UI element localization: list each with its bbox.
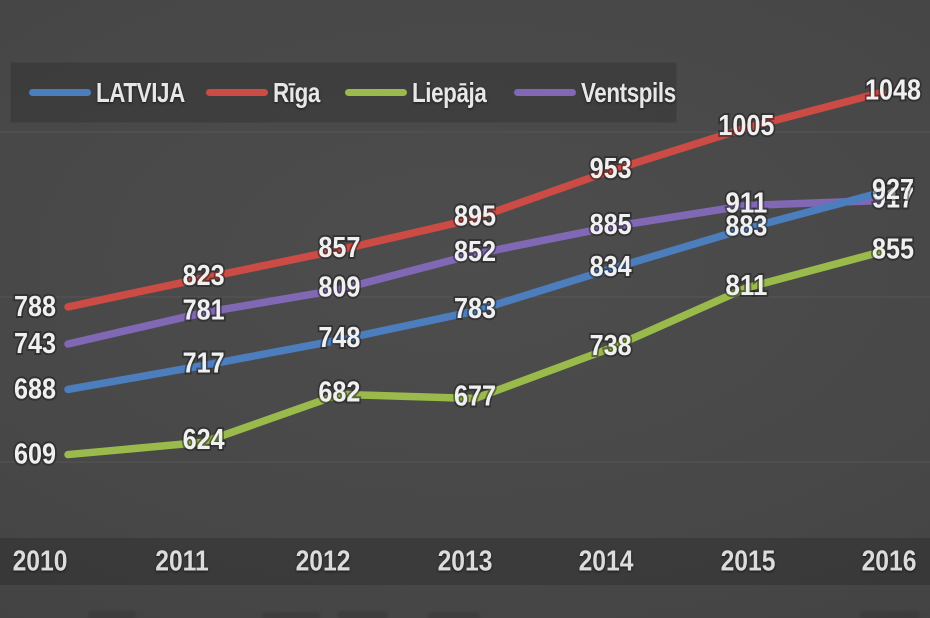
bottom-artifact [860,611,920,618]
data-labels-rīga: 788 823 857 895 953 1005 1048 [12,72,923,324]
data-label-rīga-2015: 1005 [718,110,774,142]
legend-label-latvija: LATVIJA [96,76,185,108]
data-labels-ventspils: 743 781 809 852 885 911 917 [12,180,916,362]
data-label-liepāja-2016: 855 [872,234,914,266]
legend-label-liepaja: Liepāja [412,76,487,108]
data-label-rīga-2016: 1048 [865,74,921,106]
legend-swatch-latvija [29,89,91,96]
legend-item-latvija: LATVIJA [29,62,207,123]
data-label-latvija-2014: 834 [590,251,632,283]
legend-label-ventspils: Ventspils [581,76,676,108]
data-label-latvija-2011: 717 [183,347,225,379]
data-label-latvija-2015: 883 [725,211,767,243]
x-tick-2016: 2016 [861,545,917,577]
series-line-latvija [64,188,886,394]
data-label-rīga-2013: 895 [454,201,496,233]
x-tick-2015: 2015 [720,545,775,577]
legend: LATVIJA Rīga Liepāja Ventspils [10,62,677,123]
data-label-ventspils-2011: 781 [183,295,225,327]
data-label-ventspils-2013: 852 [454,236,496,268]
series-line-liepāja [64,247,886,459]
x-tick-2010: 2010 [12,545,68,577]
series-line-rīga [64,88,886,311]
legend-item-liepaja: Liepāja [345,62,505,123]
data-label-ventspils-2010: 743 [14,328,56,360]
x-axis-band: 2010 2011 2012 2013 2014 2015 2016 [0,538,930,585]
bottom-artifact [262,612,320,618]
data-labels-liepāja: 609 624 682 677 738 811 855 [12,232,916,473]
legend-swatch-ventspils [514,89,576,96]
data-label-liepāja-2011: 624 [183,424,225,456]
bottom-artifact [88,611,136,618]
series-line-ventspils [64,196,886,348]
legend-swatch-riga [206,89,268,96]
bottom-artifact [338,611,388,618]
legend-item-riga: Rīga [206,62,332,123]
data-label-rīga-2014: 953 [590,153,632,185]
legend-label-riga: Rīga [273,76,320,108]
gridlines [0,131,930,463]
x-tick-2011: 2011 [154,545,209,577]
x-tick-2012: 2012 [295,545,351,577]
data-label-liepāja-2014: 738 [590,330,632,362]
data-label-latvija-2013: 783 [454,293,496,325]
data-labels-latvija: 688 717 748 783 834 883 927 [12,172,916,407]
legend-item-ventspils: Ventspils [514,62,699,123]
data-label-ventspils-2014: 885 [590,209,632,241]
bottom-artifact [428,612,480,618]
x-tick-2014: 2014 [578,545,634,577]
x-tick-2013: 2013 [437,545,492,577]
data-label-rīga-2010: 788 [14,291,56,323]
data-label-latvija-2010: 688 [14,373,56,405]
data-label-rīga-2011: 823 [183,260,225,292]
data-label-ventspils-2012: 809 [318,272,360,304]
data-label-liepāja-2010: 609 [14,439,56,471]
data-label-ventspils-2016: 917 [872,182,914,214]
data-label-ventspils-2015: 911 [725,187,767,219]
data-label-liepāja-2013: 677 [454,380,496,412]
data-label-latvija-2016: 927 [872,174,914,206]
data-label-liepāja-2015: 811 [725,270,767,302]
data-label-liepāja-2012: 682 [318,376,360,408]
data-label-latvija-2012: 748 [318,322,360,354]
legend-swatch-liepaja [345,89,407,96]
data-label-rīga-2012: 857 [318,232,360,264]
